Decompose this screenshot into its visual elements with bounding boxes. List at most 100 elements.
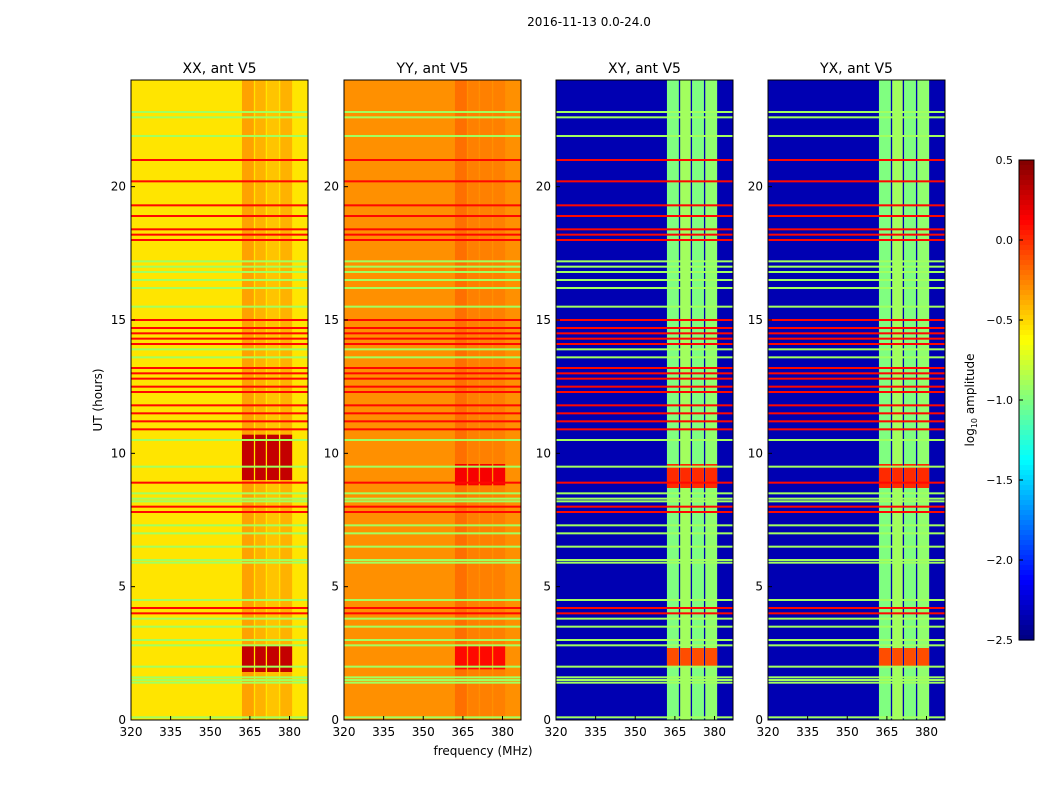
- colorbar-segment: [1019, 390, 1034, 396]
- heatmap-row-mid: [556, 116, 733, 119]
- heatmap-band: [878, 80, 891, 720]
- colorbar-segment: [1019, 225, 1034, 231]
- colorbar-segment: [1019, 555, 1034, 561]
- y-tick-label: 15: [111, 313, 126, 327]
- panel-title: XY, ant V5: [608, 61, 681, 77]
- heatmap-row-high: [556, 215, 733, 217]
- heatmap-row-mid: [556, 492, 733, 495]
- heatmap-row-mid: [344, 287, 521, 289]
- heatmap-row-high: [131, 239, 308, 241]
- colorbar-segment: [1019, 300, 1034, 306]
- x-tick-label: 335: [796, 725, 819, 739]
- heatmap-row-mid: [344, 644, 521, 647]
- heatmap-row-high: [768, 159, 945, 161]
- heatmap-row-high: [556, 428, 733, 431]
- heatmap-row-mid: [768, 492, 945, 495]
- y-tick-label: 0: [543, 713, 551, 727]
- heatmap-row-mid: [131, 679, 308, 681]
- heatmap-row-mid: [344, 492, 521, 495]
- heatmap-row-high: [768, 404, 945, 407]
- heatmap-row-mid: [768, 500, 945, 503]
- colorbar-segment: [1019, 310, 1034, 316]
- colorbar-segment: [1019, 345, 1034, 351]
- heatmap-row-mid: [131, 625, 308, 628]
- heatmap-row-mid: [131, 135, 308, 137]
- y-tick-label: 0: [755, 713, 763, 727]
- y-tick-label: 5: [543, 580, 551, 594]
- heatmap-row-mid: [768, 545, 945, 548]
- heatmap-row-high: [768, 343, 945, 345]
- x-tick-label: 380: [915, 725, 938, 739]
- heatmap-hot-region: [241, 645, 254, 672]
- y-tick-label: 20: [536, 180, 551, 194]
- colorbar-segment: [1019, 305, 1034, 311]
- heatmap-row-mid: [344, 356, 521, 359]
- colorbar-segment: [1019, 425, 1034, 431]
- colorbar-segment: [1019, 535, 1034, 541]
- heatmap-row-high: [131, 337, 308, 340]
- heatmap-row-high: [556, 607, 733, 609]
- heatmap-row-mid: [344, 679, 521, 681]
- colorbar-segment: [1019, 515, 1034, 521]
- colorbar-segment: [1019, 395, 1034, 401]
- heatmap-row-high: [131, 159, 308, 161]
- heatmap-hot-region: [454, 464, 467, 486]
- colorbar-segment: [1019, 235, 1034, 241]
- heatmap-hot-region: [878, 464, 891, 488]
- colorbar-segment: [1019, 405, 1034, 411]
- heatmap-band: [904, 80, 916, 720]
- heatmap-row-high: [344, 337, 521, 340]
- heatmap-row-mid: [344, 599, 521, 601]
- heatmap-row-high: [768, 319, 945, 321]
- colorbar-segment: [1019, 495, 1034, 501]
- y-tick-label: 10: [111, 446, 126, 460]
- heatmap-band: [493, 80, 506, 720]
- heatmap-row-high: [556, 327, 733, 329]
- heatmap-row-mid: [344, 561, 521, 564]
- heatmap-row-high: [344, 332, 521, 335]
- heatmap-row-mid: [556, 716, 733, 719]
- heatmap-row-mid: [131, 271, 308, 273]
- heatmap-row-mid: [768, 348, 945, 351]
- heatmap-row-mid: [344, 676, 521, 679]
- heatmap-row-mid: [131, 116, 308, 119]
- x-tick-label: 320: [757, 725, 780, 739]
- x-tick-label: 335: [584, 725, 607, 739]
- y-tick-label: 5: [331, 580, 339, 594]
- heatmap-hot-region: [917, 648, 930, 667]
- heatmap-band: [267, 80, 279, 720]
- heatmap-row-mid: [768, 676, 945, 679]
- colorbar-segment: [1019, 330, 1034, 336]
- colorbar-segment: [1019, 500, 1034, 506]
- heatmap-row-high: [768, 233, 945, 236]
- colorbar-segment: [1019, 610, 1034, 616]
- heatmap-row-high: [556, 319, 733, 321]
- heatmap-band: [892, 80, 903, 720]
- heatmap-row-high: [768, 372, 945, 375]
- heatmap-row-mid: [131, 279, 308, 281]
- heatmap-row-mid: [556, 271, 733, 273]
- colorbar-segment: [1019, 290, 1034, 296]
- y-tick-label: 15: [324, 313, 339, 327]
- colorbar-segment: [1019, 210, 1034, 216]
- colorbar-segment: [1019, 320, 1034, 326]
- colorbar-segment: [1019, 355, 1034, 361]
- heatmap-row-high: [768, 412, 945, 415]
- heatmap-row-mid: [556, 625, 733, 628]
- x-tick-label: 365: [451, 725, 474, 739]
- heatmap-row-mid: [131, 497, 308, 500]
- heatmap-row-mid: [131, 492, 308, 495]
- x-tick-label: 380: [703, 725, 726, 739]
- heatmap-row-mid: [768, 681, 945, 684]
- heatmap-row-mid: [344, 500, 521, 503]
- colorbar-segment: [1019, 520, 1034, 526]
- y-tick-label: 5: [755, 580, 763, 594]
- colorbar-segment: [1019, 580, 1034, 586]
- heatmap-row-high: [556, 367, 733, 369]
- x-tick-label: 320: [545, 725, 568, 739]
- heatmap-row-high: [556, 612, 733, 615]
- colorbar-segment: [1019, 175, 1034, 181]
- heatmap-band: [692, 80, 704, 720]
- heatmap-row-mid: [768, 524, 945, 527]
- heatmap-row-high: [768, 215, 945, 217]
